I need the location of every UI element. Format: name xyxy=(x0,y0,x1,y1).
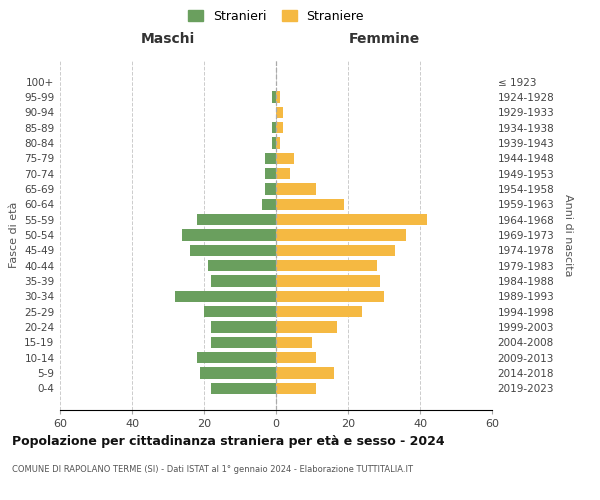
Text: Popolazione per cittadinanza straniera per età e sesso - 2024: Popolazione per cittadinanza straniera p… xyxy=(12,435,445,448)
Bar xyxy=(276,306,362,318)
Bar xyxy=(276,229,406,241)
Bar xyxy=(276,276,380,287)
Bar xyxy=(182,229,276,241)
Bar xyxy=(276,152,294,164)
Bar xyxy=(276,168,290,179)
Bar xyxy=(276,322,337,333)
Bar xyxy=(272,137,276,148)
Bar xyxy=(208,260,276,272)
Bar xyxy=(200,368,276,379)
Bar xyxy=(276,214,427,226)
Y-axis label: Fasce di età: Fasce di età xyxy=(8,202,19,268)
Bar xyxy=(262,198,276,210)
Bar xyxy=(197,214,276,226)
Bar xyxy=(190,244,276,256)
Legend: Stranieri, Straniere: Stranieri, Straniere xyxy=(182,4,370,29)
Bar xyxy=(276,122,283,134)
Bar xyxy=(276,368,334,379)
Bar xyxy=(265,152,276,164)
Bar xyxy=(175,290,276,302)
Bar xyxy=(197,352,276,364)
Text: Maschi: Maschi xyxy=(141,32,195,46)
Bar xyxy=(276,290,384,302)
Bar xyxy=(211,382,276,394)
Bar xyxy=(211,276,276,287)
Bar xyxy=(276,91,280,102)
Bar xyxy=(276,382,316,394)
Bar xyxy=(211,336,276,348)
Bar xyxy=(276,244,395,256)
Bar xyxy=(272,91,276,102)
Bar xyxy=(276,137,280,148)
Bar xyxy=(276,352,316,364)
Bar xyxy=(276,106,283,118)
Text: Femmine: Femmine xyxy=(349,32,419,46)
Bar xyxy=(276,336,312,348)
Bar xyxy=(276,260,377,272)
Bar xyxy=(272,122,276,134)
Bar xyxy=(265,168,276,179)
Y-axis label: Anni di nascita: Anni di nascita xyxy=(563,194,572,276)
Bar xyxy=(211,322,276,333)
Bar xyxy=(276,198,344,210)
Text: COMUNE DI RAPOLANO TERME (SI) - Dati ISTAT al 1° gennaio 2024 - Elaborazione TUT: COMUNE DI RAPOLANO TERME (SI) - Dati IST… xyxy=(12,465,413,474)
Bar xyxy=(204,306,276,318)
Bar xyxy=(276,183,316,194)
Bar xyxy=(265,183,276,194)
